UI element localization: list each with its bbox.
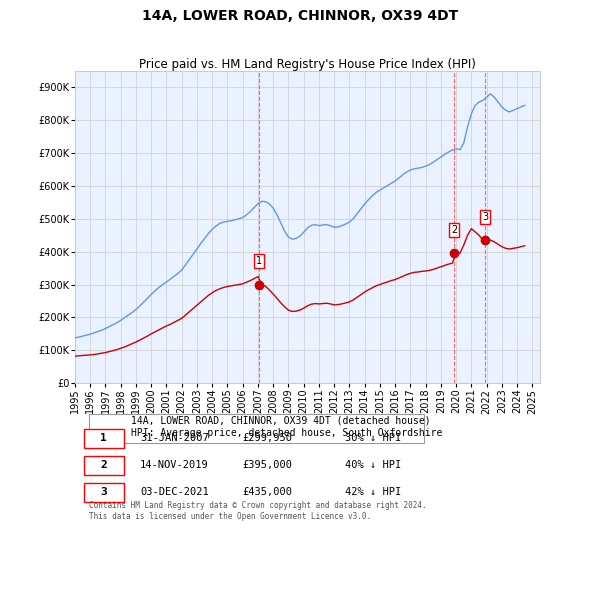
Text: 14A, LOWER ROAD, CHINNOR, OX39 4DT (detached house): 14A, LOWER ROAD, CHINNOR, OX39 4DT (deta… [131, 415, 430, 425]
Text: 40% ↓ HPI: 40% ↓ HPI [344, 460, 401, 470]
Text: HPI: Average price, detached house, South Oxfordshire: HPI: Average price, detached house, Sout… [131, 428, 442, 438]
Text: 1: 1 [100, 434, 107, 444]
Text: 42% ↓ HPI: 42% ↓ HPI [344, 487, 401, 497]
FancyBboxPatch shape [84, 483, 124, 503]
Text: 3: 3 [482, 212, 488, 222]
Text: 1: 1 [256, 257, 262, 267]
Text: 30% ↓ HPI: 30% ↓ HPI [344, 434, 401, 444]
FancyBboxPatch shape [89, 414, 424, 442]
FancyBboxPatch shape [84, 428, 124, 448]
Text: Contains HM Land Registry data © Crown copyright and database right 2024.
This d: Contains HM Land Registry data © Crown c… [89, 502, 427, 521]
Text: 14A, LOWER ROAD, CHINNOR, OX39 4DT: 14A, LOWER ROAD, CHINNOR, OX39 4DT [142, 9, 458, 23]
Text: 2: 2 [100, 460, 107, 470]
Title: Price paid vs. HM Land Registry's House Price Index (HPI): Price paid vs. HM Land Registry's House … [139, 58, 476, 71]
Text: 03-DEC-2021: 03-DEC-2021 [140, 487, 209, 497]
Text: 31-JAN-2007: 31-JAN-2007 [140, 434, 209, 444]
Text: £395,000: £395,000 [242, 460, 292, 470]
Text: £299,950: £299,950 [242, 434, 292, 444]
Text: 14-NOV-2019: 14-NOV-2019 [140, 460, 209, 470]
FancyBboxPatch shape [84, 455, 124, 476]
Text: £435,000: £435,000 [242, 487, 292, 497]
Text: 3: 3 [100, 487, 107, 497]
Text: 2: 2 [451, 225, 457, 235]
